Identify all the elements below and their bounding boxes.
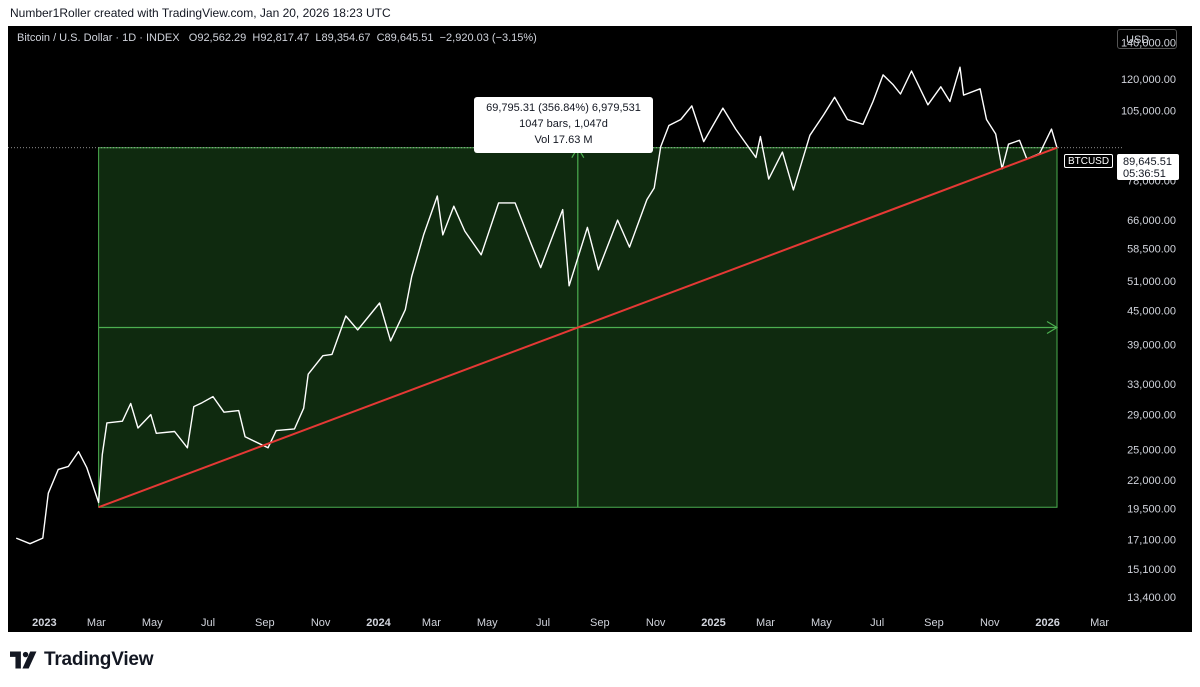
y-tick-label: 39,000.00: [1127, 340, 1176, 352]
x-tick-label: Nov: [980, 617, 1000, 629]
measure-bars: 1047 bars, 1,047d: [519, 118, 608, 130]
x-tick-label: Jul: [870, 617, 884, 629]
y-tick-label: 45,000.00: [1127, 306, 1176, 318]
y-tick-labels: 140,000.00120,000.00105,000.0078,000.006…: [1121, 37, 1176, 604]
x-tick-label: May: [142, 617, 163, 629]
x-tick-labels: 2023 Mar May Jul Sep Nov 2024 Mar May Jul Sep Nov 20…: [32, 617, 1109, 629]
symbol-legend: Bitcoin / U.S. Dollar · 1D · INDEX O92,5…: [17, 32, 537, 44]
y-tick-label: 22,000.00: [1127, 475, 1176, 487]
y-tick-label: 140,000.00: [1121, 37, 1176, 49]
brand-name: TradingView: [44, 649, 154, 670]
y-tick-label: 15,100.00: [1127, 564, 1176, 576]
btc-price-series: [15, 66, 1058, 545]
x-tick-label: Sep: [924, 617, 944, 629]
legend-close: C89,645.51: [376, 32, 434, 44]
price-line: [15, 66, 1058, 545]
last-price-value: 89,645.51: [1123, 156, 1172, 168]
x-tick-label: Mar: [87, 617, 106, 629]
x-tick-label: May: [811, 617, 832, 629]
date-price-range: [8, 146, 1122, 508]
range-arrowhead-right: [1046, 320, 1059, 335]
trendline: [98, 146, 1058, 509]
x-tick-label: 2024: [366, 617, 391, 629]
x-tick-label: 2023: [32, 617, 56, 629]
y-tick-label: 33,000.00: [1127, 379, 1176, 391]
legend-open: O92,562.29: [188, 32, 247, 44]
currency-button[interactable]: USD: [1117, 29, 1177, 49]
trendline-segment: [98, 146, 1058, 509]
measure-price-change: 69,795.31 (356.84%) 6,979,531: [486, 102, 641, 114]
x-tick-label: 2025: [701, 617, 725, 629]
y-tick-label: 19,500.00: [1127, 503, 1176, 515]
y-tick-label: 25,000.00: [1127, 445, 1176, 457]
x-tick-label: Mar: [756, 617, 775, 629]
range-measure-label: 69,795.31 (356.84%) 6,979,531 1047 bars,…: [474, 97, 653, 153]
x-tick-label: Nov: [646, 617, 666, 629]
x-tick-label: May: [477, 617, 498, 629]
time-axis[interactable]: [8, 608, 1192, 632]
legend-change: −2,920.03 (−3.15%): [439, 32, 537, 44]
legend-low: L89,354.67: [315, 32, 371, 44]
measure-volume: Vol 17.63 M: [534, 134, 593, 146]
y-tick-label: 120,000.00: [1121, 74, 1176, 86]
x-tick-label: Mar: [1090, 617, 1109, 629]
x-tick-label: Mar: [422, 617, 441, 629]
x-tick-label: 2026: [1035, 617, 1059, 629]
y-tick-label: 58,500.00: [1127, 244, 1176, 256]
last-price-label: 89,645.51 05:36:51: [1117, 154, 1179, 180]
y-tick-label: 17,100.00: [1127, 535, 1176, 547]
x-tick-label: Sep: [590, 617, 610, 629]
x-tick-label: Jul: [536, 617, 550, 629]
x-tick-label: Sep: [255, 617, 275, 629]
tradingview-logo-icon: [10, 651, 37, 669]
x-tick-label: Nov: [311, 617, 331, 629]
bar-countdown: 05:36:51: [1123, 168, 1166, 180]
legend-symbol: Bitcoin / U.S. Dollar · 1D · INDEX: [17, 32, 180, 44]
x-tick-label: Jul: [201, 617, 215, 629]
y-tick-label: 13,400.00: [1127, 592, 1176, 604]
y-tick-label: 51,000.00: [1127, 276, 1176, 288]
symbol-price-label: BTCUSD: [1064, 154, 1113, 168]
y-tick-label: 29,000.00: [1127, 410, 1176, 422]
legend-high: H92,817.47: [252, 32, 310, 44]
y-tick-label: 66,000.00: [1127, 215, 1176, 227]
price-axis[interactable]: [1122, 26, 1192, 632]
y-tick-label: 105,000.00: [1121, 105, 1176, 117]
chart-attribution: Number1Roller created with TradingView.c…: [10, 6, 391, 20]
tradingview-logo[interactable]: TradingView: [10, 649, 154, 671]
